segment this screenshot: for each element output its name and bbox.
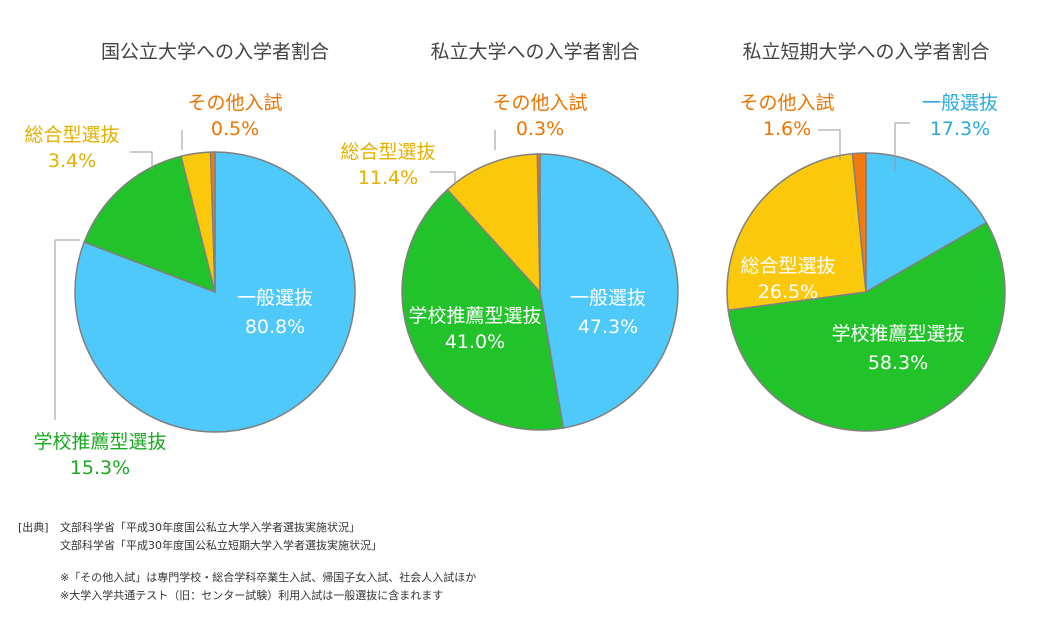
slice-value-general: 17.3%: [930, 118, 990, 140]
chart-title: 私立短期大学への入学者割合: [742, 41, 989, 63]
pie-slice-general: [865, 152, 988, 294]
slice-value-other: 0.5%: [211, 118, 259, 140]
pie-slice-school: [401, 188, 565, 431]
slice-value-other: 0.3%: [516, 118, 564, 140]
slice-label-comprehensive: 総合型選抜: [740, 255, 835, 277]
slice-label-school: 学校推薦型選抜: [831, 323, 964, 345]
slice-value-school: 15.3%: [70, 457, 130, 479]
source-line-1: 文部科学省「平成30年度国公私立大学入学者選抜実施状況」: [60, 521, 360, 534]
slice-value-comprehensive: 11.4%: [358, 167, 418, 189]
slice-label-general: 一般選抜: [570, 287, 646, 309]
slice-label-general: 一般選抜: [237, 287, 313, 309]
slice-value-school: 58.3%: [868, 352, 928, 374]
slice-label-school: 学校推薦型選抜: [33, 431, 166, 453]
chart-title: 私立大学への入学者割合: [430, 41, 639, 63]
slice-label-other: その他入試: [492, 92, 587, 114]
slice-value-other: 1.6%: [763, 118, 811, 140]
pie-slice-comprehensive: [726, 152, 867, 312]
pie-slice-comprehensive: [446, 153, 541, 294]
slice-value-comprehensive: 3.4%: [48, 150, 96, 172]
slice-value-comprehensive: 26.5%: [758, 281, 818, 303]
slice-label-school: 学校推薦型選抜: [408, 305, 541, 327]
pie-slice-general: [539, 153, 679, 429]
slice-label-comprehensive: 総合型選抜: [24, 124, 119, 146]
pie-slice-other: [536, 153, 541, 293]
note-line-2: ※大学入学共通テスト（旧：センター試験）利用入試は一般選抜に含まれます: [60, 589, 444, 602]
pie-slice-other: [851, 152, 867, 293]
slice-value-school: 41.0%: [445, 331, 505, 353]
slice-value-general: 47.3%: [578, 316, 638, 338]
pie-slice-school: [727, 221, 1006, 432]
leader-line-school: [54, 239, 80, 420]
note-line-1: ※「その他入試」は専門学校・総合学科卒業生入試、帰国子女入試、社会人入試ほか: [60, 571, 477, 584]
pie-slice-school: [83, 155, 217, 294]
slice-label-general: 一般選抜: [922, 92, 998, 114]
leader-line-other: [818, 129, 841, 160]
slice-label-comprehensive: 総合型選抜: [340, 141, 435, 163]
source-line-2: 文部科学省「平成30年度国公私立短期大学入学者選抜実施状況」: [60, 539, 382, 552]
leader-line-comprehensive: [430, 171, 456, 185]
slice-label-other: その他入試: [187, 92, 282, 114]
leader-line-comprehensive: [130, 151, 153, 170]
slice-value-general: 80.8%: [245, 316, 305, 338]
source-label: [出典]: [18, 521, 49, 534]
chart-title: 国公立大学への入学者割合: [101, 41, 329, 63]
pie-slice-other: [209, 151, 216, 293]
leader-line-general: [894, 122, 910, 170]
slice-label-other: その他入試: [739, 92, 834, 114]
